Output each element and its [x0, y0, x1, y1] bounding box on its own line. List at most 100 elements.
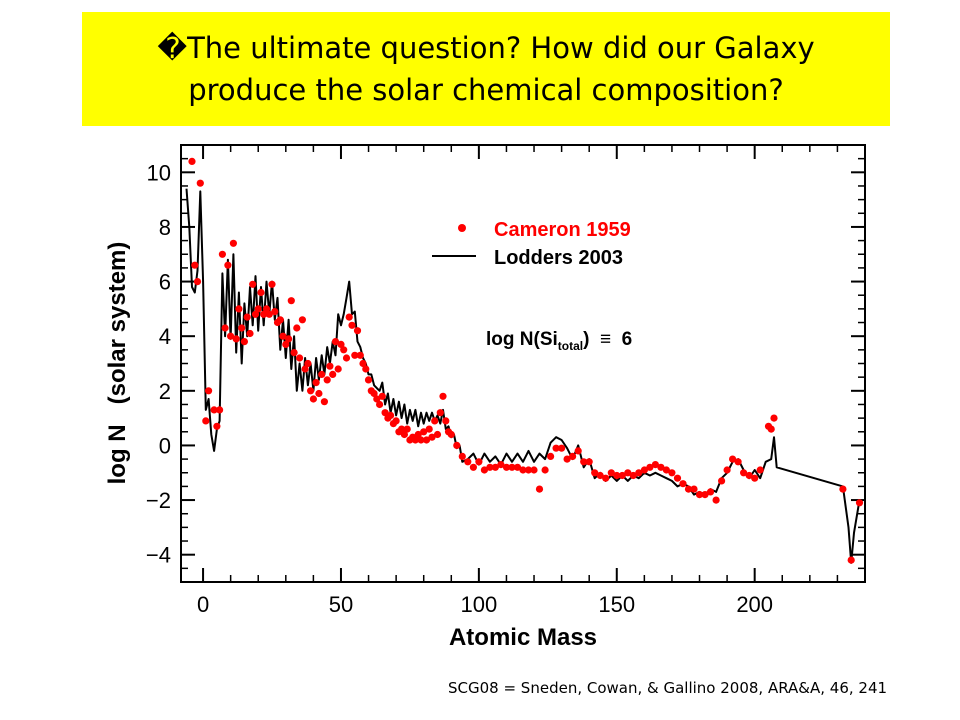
slide-title-line-2: produce the solar chemical composition?	[188, 73, 784, 107]
cameron-point	[558, 444, 566, 452]
cameron-point	[398, 425, 406, 433]
cameron-point	[262, 305, 271, 313]
cameron-point	[287, 297, 295, 305]
cameron-point	[260, 310, 268, 318]
cameron-point	[530, 466, 538, 474]
x-tick-label: 150	[598, 592, 635, 617]
y-tick-label: 6	[159, 270, 171, 295]
x-tick-label: 200	[736, 592, 773, 617]
cameron-point	[315, 389, 323, 398]
cameron-point	[662, 466, 671, 474]
cameron-point	[491, 463, 499, 471]
cameron-point	[673, 474, 682, 482]
y-tick-label: −2	[146, 488, 171, 513]
cameron-point	[331, 338, 340, 346]
cameron-point	[188, 157, 196, 165]
cameron-point	[254, 305, 262, 313]
cameron-point	[422, 436, 431, 444]
cameron-point	[381, 409, 389, 417]
annotation-subscript: total	[558, 339, 583, 353]
cameron-point	[202, 417, 210, 425]
cameron-point	[428, 433, 436, 441]
cameron-point	[376, 400, 384, 409]
cameron-point	[298, 316, 306, 324]
legend-label-cameron: Cameron 1959	[494, 219, 631, 241]
cameron-point	[729, 455, 737, 463]
cameron-point	[668, 469, 676, 477]
legend-label-lodders: Lodders 2003	[494, 247, 623, 269]
cameron-point	[403, 425, 411, 433]
cameron-point	[580, 458, 588, 466]
abundance-chart: 0 50 100 150 200 −4 −2 0 2 4 6 8 10 Atomic Mass log …	[104, 144, 866, 651]
cameron-point	[855, 499, 864, 507]
cameron-point	[323, 376, 331, 384]
cameron-point	[591, 469, 599, 477]
cameron-point	[502, 463, 511, 471]
cameron-point	[221, 324, 229, 332]
cameron-point	[751, 474, 759, 482]
cameron-point	[690, 485, 698, 493]
cameron-point	[210, 406, 218, 414]
cameron-point	[712, 496, 720, 504]
cameron-point	[229, 239, 237, 247]
cameron-point	[547, 452, 555, 460]
cameron-point	[552, 444, 560, 452]
cameron-point	[290, 349, 298, 357]
cameron-point	[364, 376, 373, 384]
x-axis-label: Atomic Mass	[449, 624, 597, 651]
cameron-point	[629, 471, 637, 480]
cameron-point	[345, 313, 353, 321]
cameron-point	[293, 324, 301, 332]
cameron-point	[657, 463, 665, 471]
cameron-point	[535, 485, 544, 493]
cameron-point	[265, 310, 273, 318]
cameron-point	[340, 346, 348, 354]
cameron-point	[646, 463, 654, 471]
cameron-point	[359, 359, 367, 368]
cameron-point	[193, 278, 202, 286]
cameron-point	[205, 387, 213, 395]
cameron-1959-points	[188, 157, 864, 564]
x-tick-label: 0	[197, 592, 209, 617]
normalization-annotation: log N(Sitotal) ≡ 6	[486, 329, 632, 353]
cameron-point	[679, 480, 687, 488]
cameron-point	[497, 461, 505, 469]
cameron-point	[342, 354, 351, 362]
legend: Cameron 1959 Lodders 2003	[432, 219, 631, 269]
cameron-point	[613, 471, 621, 480]
cameron-point	[218, 250, 226, 258]
cameron-point	[235, 305, 243, 313]
cameron-point	[318, 370, 326, 378]
y-axis-label: log N (solar system)	[104, 242, 131, 485]
cameron-point	[296, 354, 304, 362]
cameron-point	[370, 389, 378, 398]
cameron-point	[312, 379, 320, 387]
title-banner: �The ultimate question? How did our Gala…	[82, 12, 890, 126]
cameron-point	[238, 324, 246, 332]
cameron-point	[420, 428, 428, 436]
cameron-point	[475, 458, 483, 466]
cameron-point	[337, 340, 345, 348]
cameron-point	[453, 441, 461, 449]
cameron-point	[227, 332, 235, 340]
cameron-point	[706, 488, 715, 496]
cameron-point	[740, 469, 748, 477]
cameron-point	[387, 411, 395, 419]
cameron-point	[224, 261, 232, 269]
cameron-point	[334, 365, 342, 373]
cameron-point	[635, 469, 643, 477]
cameron-point	[519, 466, 527, 474]
cameron-point	[271, 308, 279, 316]
cameron-point	[734, 458, 742, 466]
cameron-point	[246, 329, 254, 338]
cameron-point	[541, 466, 549, 474]
cameron-point	[436, 409, 444, 417]
cameron-point	[651, 461, 660, 469]
x-tick-label: 50	[329, 592, 353, 617]
cameron-point	[695, 491, 704, 499]
cameron-point	[723, 466, 731, 474]
y-tick-label: 4	[159, 324, 171, 349]
cameron-point	[326, 362, 334, 370]
cameron-point	[249, 280, 257, 288]
cameron-point	[329, 370, 337, 378]
